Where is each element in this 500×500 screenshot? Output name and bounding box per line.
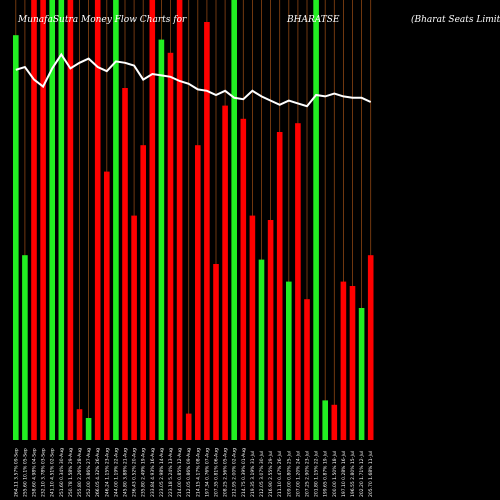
x-tick-label: 208.25 2.56% 05-Aug bbox=[223, 448, 229, 497]
x-tick-label: 211.10 0.47% 26-Jul bbox=[277, 451, 283, 497]
volume-bar bbox=[231, 0, 237, 440]
x-tick-label: 258.60 4.98% 04-Sep bbox=[32, 448, 38, 497]
x-tick-label: 251.60 0.34% 30-Aug bbox=[59, 448, 65, 497]
x-tick-label: 214.15 4.17% 08-Aug bbox=[195, 448, 201, 497]
x-tick-label: 219.35 3.19% 31-Jul bbox=[250, 451, 256, 497]
x-tick-labels: 264.11 3.57% 09-Sep 255.60 10.1% 05-Sep 25… bbox=[13, 448, 374, 497]
x-tick-label: 197.34 0.76% 07-Aug bbox=[204, 448, 210, 497]
x-tick-label: 202.20 1.71% 12-Jul bbox=[359, 451, 365, 497]
x-tick-label: 250.78 1.58% 29-Aug bbox=[68, 448, 74, 497]
volume-bar bbox=[313, 0, 319, 440]
x-tick-label: 246.24 1.15% 23-Aug bbox=[104, 448, 110, 497]
x-tick-label: 255.60 10.1% 05-Sep bbox=[22, 448, 28, 497]
x-tick-label: 201.80 1.15% 22-Jul bbox=[314, 451, 320, 497]
volume-bar bbox=[204, 22, 210, 440]
chart-title: MunafaSutra Money Flow Charts for bbox=[17, 15, 187, 25]
chart-symbol: BHARATSE bbox=[286, 15, 340, 25]
volume-bar bbox=[76, 409, 83, 440]
volume-bar bbox=[140, 145, 146, 440]
volume-bar bbox=[67, 0, 74, 440]
x-tick-label: 255.80 2.26% 28-Aug bbox=[77, 448, 83, 497]
volume-bar bbox=[113, 0, 119, 440]
x-tick-label: 244.00 1.19% 22-Aug bbox=[113, 448, 119, 497]
x-tick-label: 207.00 1.20% 24-Jul bbox=[295, 451, 301, 497]
x-tick-label: 214.75 0.39% 01-Aug bbox=[241, 448, 247, 497]
x-tick-label: 216.90 2.55% 29-Jul bbox=[268, 451, 274, 497]
volume-bar bbox=[358, 308, 365, 440]
volume-bar bbox=[222, 105, 228, 440]
volume-bar bbox=[185, 413, 192, 440]
volume-bar bbox=[31, 0, 37, 440]
volume-bar bbox=[85, 418, 92, 440]
price-line-path bbox=[15, 52, 372, 108]
volume-bars bbox=[13, 0, 374, 441]
x-tick-label: 212.05 3.07% 30-Jul bbox=[259, 451, 265, 497]
x-tick-label: 223.05 2.98% 14-Aug bbox=[159, 448, 165, 497]
volume-bar bbox=[131, 215, 137, 440]
volume-bar bbox=[213, 264, 219, 440]
volume-bar bbox=[267, 220, 274, 440]
volume-bar bbox=[240, 118, 247, 441]
x-tick-label: 233.84 4.93% 16-Aug bbox=[150, 448, 156, 497]
volume-bar bbox=[49, 0, 55, 440]
volume-bar bbox=[349, 286, 356, 440]
x-tick-label: 212.05 0.86% 09-Aug bbox=[186, 448, 192, 497]
chart-company: (Bharat Seats Limit bbox=[411, 14, 500, 25]
volume-bar bbox=[340, 281, 347, 440]
x-tick-label: 223.18 5.24% 13-Aug bbox=[168, 448, 174, 497]
x-tick-label: 232.10 3.78% 03-Sep bbox=[41, 448, 47, 497]
x-tick-label: 241.10 4.51% 02-Sep bbox=[50, 448, 56, 497]
volume-bar bbox=[149, 0, 156, 440]
x-tick-label: 200.00 1.50% 18-Jul bbox=[332, 451, 338, 497]
volume-bar bbox=[158, 39, 165, 440]
price-line bbox=[15, 52, 372, 108]
x-tick-label: 266.05 4.32% 26-Aug bbox=[95, 448, 101, 497]
volume-bar bbox=[258, 259, 265, 440]
volume-bar bbox=[58, 0, 65, 440]
x-tick-label: 205.70 1.68% 11-Jul bbox=[368, 451, 374, 497]
volume-bar bbox=[295, 123, 301, 440]
x-tick-label: 197.10 0.28% 16-Jul bbox=[341, 451, 347, 497]
volume-bar bbox=[22, 255, 28, 440]
x-tick-label: 209.00 0.80% 25-Jul bbox=[286, 451, 292, 497]
volume-bar bbox=[367, 255, 374, 440]
x-tick-label: 214.00 0.85% 12-Aug bbox=[177, 448, 183, 497]
volume-bar bbox=[322, 400, 328, 440]
volume-bar bbox=[40, 0, 46, 440]
x-tick-label: 264.11 3.57% 09-Sep bbox=[13, 448, 19, 497]
volume-bar bbox=[304, 299, 310, 440]
volume-bar bbox=[331, 404, 338, 440]
volume-bar bbox=[13, 35, 19, 440]
x-tick-label: 252.00 3.86% 27-Aug bbox=[86, 448, 92, 497]
volume-bar bbox=[286, 281, 292, 440]
volume-bar bbox=[276, 132, 283, 440]
x-tick-label: 236.43 0.52% 20-Aug bbox=[132, 448, 138, 497]
volume-bar bbox=[122, 88, 128, 440]
x-tick-label: 207.35 0.81% 06-Aug bbox=[214, 448, 220, 497]
volume-bar bbox=[195, 145, 201, 440]
x-tick-label: 245.80 3.88% 21-Aug bbox=[123, 448, 129, 497]
x-tick-label: 235.80 2.49% 19-Aug bbox=[141, 448, 147, 497]
x-tick-label: 196.55 2.80% 15-Jul bbox=[350, 451, 356, 497]
volume-bar bbox=[104, 171, 110, 440]
volume-bar bbox=[176, 0, 183, 440]
x-tick-label: 207.25 2.90% 23-Jul bbox=[305, 451, 311, 497]
x-tick-label: 212.95 2.00% 02-Aug bbox=[232, 448, 238, 497]
volume-bar bbox=[249, 215, 256, 440]
x-tick-label: 199.65 0.87% 19-Jul bbox=[323, 451, 329, 497]
volume-bar bbox=[167, 52, 174, 441]
volume-bar bbox=[94, 0, 101, 440]
